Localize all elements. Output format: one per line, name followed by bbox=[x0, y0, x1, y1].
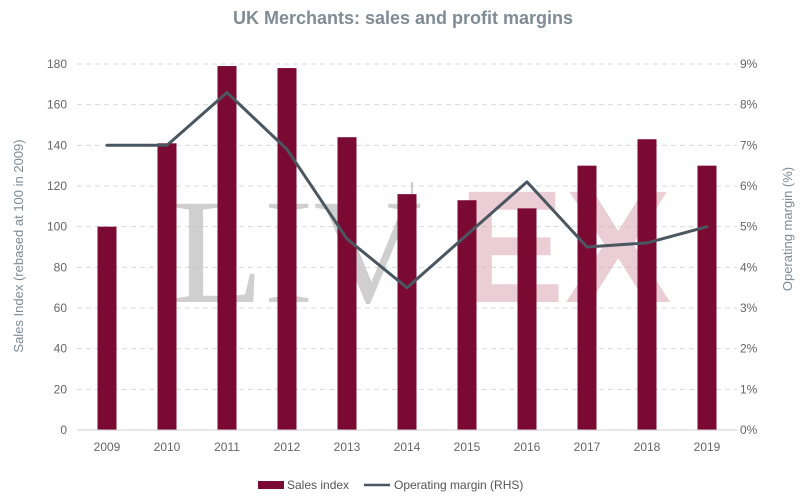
operating-margin-line bbox=[105, 91, 709, 290]
y2-tick-label: 3% bbox=[740, 301, 758, 315]
y-tick-label: 140 bbox=[47, 138, 67, 152]
watermark-ex: EX bbox=[458, 157, 671, 336]
point-operating-margin bbox=[706, 225, 708, 228]
bar-sales-index bbox=[697, 165, 717, 430]
x-tick-label: 2019 bbox=[694, 440, 721, 454]
bar-sales-index bbox=[157, 143, 177, 431]
bar-sales-index bbox=[337, 137, 357, 430]
y2-tick-label: 8% bbox=[740, 98, 758, 112]
bar-sales-index bbox=[457, 200, 477, 430]
point-operating-margin bbox=[346, 238, 348, 240]
y-tick-label: 120 bbox=[47, 179, 67, 193]
y-tick-label: 60 bbox=[54, 301, 68, 315]
x-tick-label: 2014 bbox=[394, 440, 421, 454]
y-tick-label: 20 bbox=[54, 382, 68, 396]
x-tick-label: 2012 bbox=[274, 440, 301, 454]
bar-sales-index bbox=[577, 165, 597, 430]
y2-tick-label: 9% bbox=[740, 57, 758, 71]
y-tick-label: 100 bbox=[47, 220, 67, 234]
bar-sales-index bbox=[277, 68, 297, 431]
sales-index-bars bbox=[97, 66, 717, 431]
x-tick-label: 2010 bbox=[154, 440, 181, 454]
bar-sales-index bbox=[637, 139, 657, 430]
y-tick-label: 80 bbox=[54, 260, 68, 274]
y2-tick-label: 0% bbox=[740, 423, 758, 437]
point-operating-margin bbox=[106, 144, 108, 147]
point-operating-margin bbox=[586, 246, 588, 248]
legend: Sales index Operating margin (RHS) bbox=[258, 478, 523, 492]
bar-sales-index bbox=[517, 208, 537, 430]
y2-tick-label: 5% bbox=[740, 220, 758, 234]
x-tick-label: 2017 bbox=[574, 440, 601, 454]
y2-tick-label: 4% bbox=[740, 260, 758, 274]
point-operating-margin bbox=[286, 148, 288, 151]
y2-tick-label: 2% bbox=[740, 342, 758, 356]
chart-title: UK Merchants: sales and profit margins bbox=[233, 8, 573, 28]
x-tick-label: 2011 bbox=[214, 440, 240, 454]
bar-sales-index bbox=[97, 226, 117, 430]
point-operating-margin bbox=[526, 181, 528, 183]
x-tick-label: 2013 bbox=[334, 440, 361, 454]
y2-tick-label: 1% bbox=[740, 382, 758, 396]
point-operating-margin bbox=[226, 91, 228, 94]
point-operating-margin bbox=[166, 144, 168, 147]
y-tick-label: 180 bbox=[47, 57, 67, 71]
watermark-liv: LIV bbox=[172, 169, 422, 335]
liv-ex-watermark: LIV EX bbox=[172, 157, 671, 336]
x-tick-label: 2018 bbox=[634, 440, 661, 454]
y-tick-label: 40 bbox=[54, 342, 68, 356]
bar-sales-index bbox=[397, 194, 417, 430]
y-axis-title: Sales Index (rebased at 100 in 2009) bbox=[11, 139, 26, 352]
y-tick-label: 0 bbox=[60, 423, 67, 437]
y-tick-label: 160 bbox=[47, 98, 67, 112]
y2-tick-label: 6% bbox=[740, 179, 758, 193]
y2-tick-label: 7% bbox=[740, 138, 758, 152]
point-operating-margin bbox=[466, 234, 468, 236]
x-tick-label: 2009 bbox=[94, 440, 121, 454]
point-operating-margin bbox=[406, 286, 408, 289]
grid-lines bbox=[77, 63, 737, 390]
point-operating-margin bbox=[646, 242, 648, 244]
x-tick-label: 2015 bbox=[454, 440, 481, 454]
axes: 0 20 40 60 80 100 120 140 160 180 0% 1% 2% 3% 4% 5% 6% 7%… bbox=[47, 57, 758, 454]
legend-swatch-sales-index bbox=[258, 481, 284, 489]
y2-axis-title: Operating margin (%) bbox=[780, 167, 795, 291]
bar-sales-index bbox=[217, 66, 237, 431]
x-tick-label: 2016 bbox=[514, 440, 541, 454]
legend-label-sales-index: Sales index bbox=[287, 478, 349, 492]
legend-label-operating-margin: Operating margin (RHS) bbox=[394, 478, 523, 492]
